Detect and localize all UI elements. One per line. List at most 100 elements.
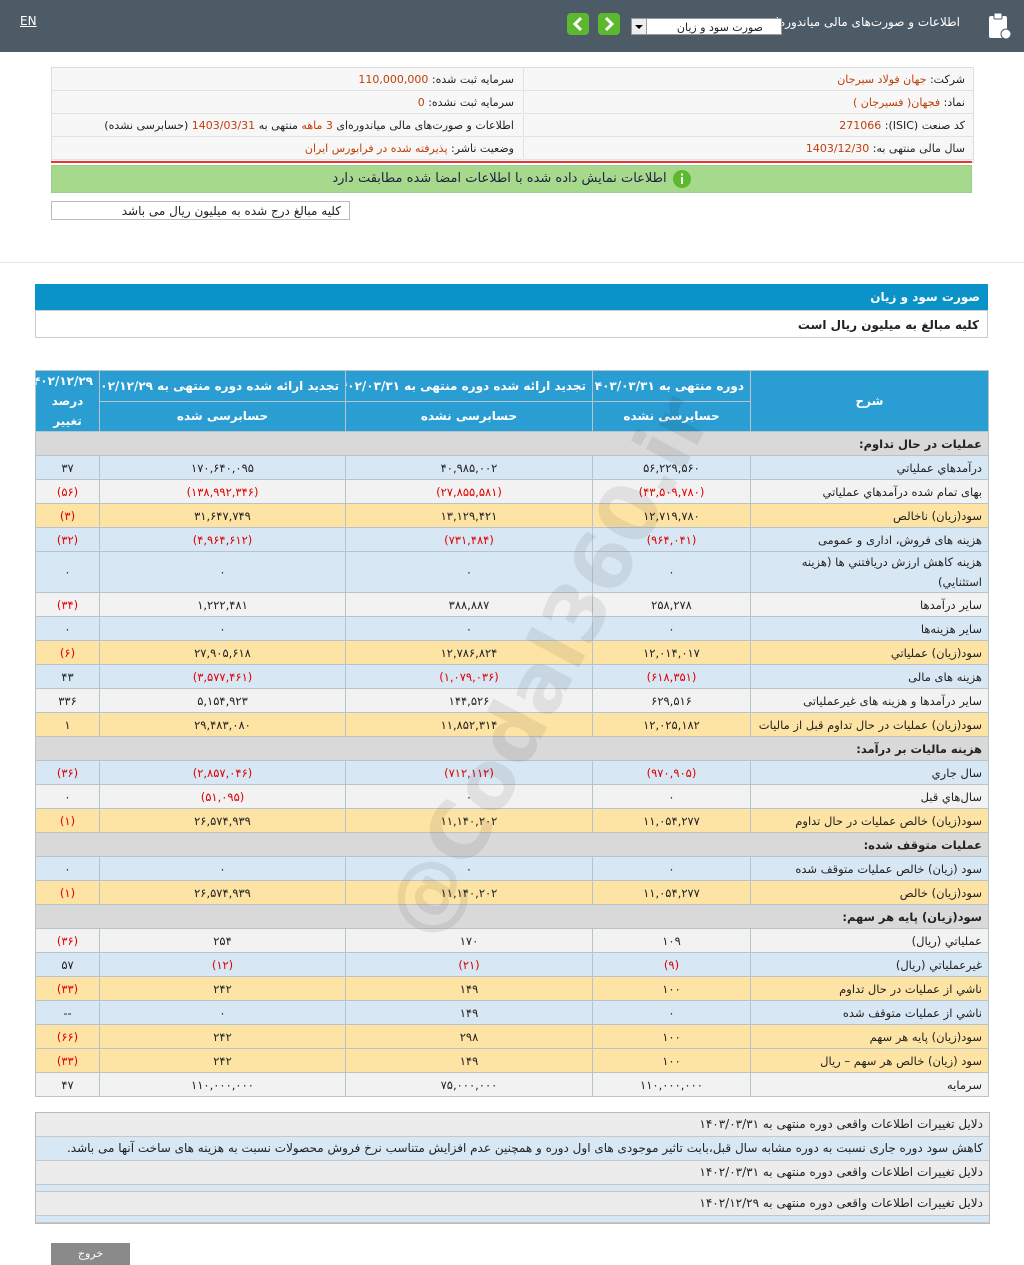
info-value: پذیرفته شده در فرابورس ایران xyxy=(304,142,448,155)
row-label: ناشي از عمليات در حال تداوم xyxy=(750,976,989,1001)
audit-status: حسابرسی نشده xyxy=(592,400,751,432)
cell-value: ۱۴۹ xyxy=(345,1048,593,1073)
cell-value: ۱۷۰,۶۴۰,۰۹۵ xyxy=(99,455,346,480)
cell-value: ۱۰۰ xyxy=(592,1024,751,1049)
cell-value: ۱۲,۰۱۴,۰۱۷ xyxy=(592,640,751,665)
divider xyxy=(51,161,972,163)
column-header: شرح xyxy=(750,370,989,432)
cell-value: ۲۹۸ xyxy=(345,1024,593,1049)
dropdown-arrow[interactable] xyxy=(632,19,647,34)
row-label: هزینه های فروش، اداری و عمومی xyxy=(750,527,989,552)
cell-value: ۱۱۰,۰۰۰,۰۰۰ xyxy=(99,1072,346,1097)
prev-button[interactable] xyxy=(567,13,589,35)
info-value: 0 xyxy=(417,96,425,109)
cell-value: (۵۶) xyxy=(35,479,100,504)
cell-value: ۱۲,۷۱۹,۷۸۰ xyxy=(592,503,751,528)
table-row: غيرعملياتي (ريال) (۹) (۲۱) (۱۲) ۵۷ xyxy=(35,952,989,977)
row-label: درآمدهاي عملياتي xyxy=(750,455,989,480)
cell-value: ۰ xyxy=(35,784,100,809)
column-header: تجدید ارائه شده دوره منتهی به ۱۴۰۲/۰۳/۳۱ xyxy=(345,370,593,402)
cell-value: -- xyxy=(35,1000,100,1025)
table-row: عملیات در حال تداوم: xyxy=(35,431,989,456)
cell-value: (۳۳) xyxy=(35,976,100,1001)
notice-text: اطلاعات نمایش داده شده با اطلاعات امضا ش… xyxy=(332,171,667,186)
cell-value: ۱۱,۰۵۴,۲۷۷ xyxy=(592,880,751,905)
table-row: بهاى تمام شده درآمدهاي عملياتي (۴۳,۵۰۹,۷۸… xyxy=(35,479,989,504)
table-row: سود (زيان) خالص عمليات متوقف شده ۰ ۰ ۰ ۰ xyxy=(35,856,989,881)
table-header: شرح دوره منتهی به ۱۴۰۳/۰۳/۳۱ تجدید ارائه ش… xyxy=(35,370,989,432)
row-label: هزینه کاهش ارزش دريافتني ها (هزينه استثن… xyxy=(750,551,989,593)
cell-value: (۹) xyxy=(592,952,751,977)
cell-value: (۷۱۲,۱۱۲) xyxy=(345,760,593,785)
note-title: دلایل تغییرات اطلاعات واقعی دوره منتهی ب… xyxy=(36,1161,989,1185)
cell-value: ۵,۱۵۴,۹۲۳ xyxy=(99,688,346,713)
cell-value: ۴۷ xyxy=(35,1072,100,1097)
cell-value: (۱) xyxy=(35,880,100,905)
info-icon xyxy=(672,169,691,188)
cell-value: (۶) xyxy=(35,640,100,665)
info-row: سرمایه ثبت شده: 110,000,000 xyxy=(52,68,522,91)
cell-value: (۴۳,۵۰۹,۷۸۰) xyxy=(592,479,751,504)
cell-value: ۵۶,۲۲۹,۵۶۰ xyxy=(592,455,751,480)
row-label: غيرعملياتي (ريال) xyxy=(750,952,989,977)
cell-value: ۰ xyxy=(35,551,100,593)
cell-value: ۳۸۸,۸۸۷ xyxy=(345,592,593,617)
table-row: سود(زيان) پايه هر سهم ۱۰۰ ۲۹۸ ۲۴۲ (۶۶) xyxy=(35,1024,989,1049)
table-row: سود(زيان) خالص ۱۱,۰۵۴,۲۷۷ ۱۱,۱۴۰,۲۰۲ ۲۶,۵۷۴… xyxy=(35,880,989,905)
cell-value: ۱۱,۱۴۰,۲۰۲ xyxy=(345,880,593,905)
row-label: سود(زيان) عمليات در حال تداوم قبل از مال… xyxy=(750,712,989,737)
info-label: سرمایه ثبت نشده: xyxy=(428,96,514,109)
cell-value: ۰ xyxy=(35,856,100,881)
exit-button[interactable]: خروج xyxy=(51,1243,130,1265)
cell-value: ۰ xyxy=(345,551,593,593)
statement-subtitle: کلیه مبالغ به میلیون ریال است xyxy=(35,310,988,338)
note-title: دلایل تغییرات اطلاعات واقعی دوره منتهی ب… xyxy=(36,1113,989,1137)
info-row: اطلاعات و صورت‌های مالی میاندوره‌ای 3 ما… xyxy=(52,114,522,137)
info-label: کد صنعت (ISIC): xyxy=(884,119,965,132)
cell-value: ۵۷ xyxy=(35,952,100,977)
info-row: شرکت: جهان فولاد سیرجان xyxy=(523,68,973,91)
cell-value: ۲۶,۵۷۴,۹۳۹ xyxy=(99,880,346,905)
info-date: 1403/03/31 xyxy=(191,119,256,132)
table-row: سود(زيان) ناخالص ۱۲,۷۱۹,۷۸۰ ۱۳,۱۲۹,۴۲۱ ۳۱,۶… xyxy=(35,503,989,528)
statement-dropdown[interactable]: صورت سود و زیان xyxy=(631,18,782,35)
audit-status: حسابرسی نشده xyxy=(345,400,593,432)
table-row: ناشي از عمليات در حال تداوم ۱۰۰ ۱۴۹ ۲۴۲ (۳۳) xyxy=(35,976,989,1001)
cell-value: ۳۷ xyxy=(35,455,100,480)
info-label: سال مالی منتهی به: xyxy=(872,142,965,155)
row-label: بهاى تمام شده درآمدهاي عملياتي xyxy=(750,479,989,504)
table-row: سرمایه ۱۱۰,۰۰۰,۰۰۰ ۷۵,۰۰۰,۰۰۰ ۱۱۰,۰۰۰,۰۰۰ ۴۷ xyxy=(35,1072,989,1097)
next-button[interactable] xyxy=(598,13,620,35)
cell-value: ۲۶,۵۷۴,۹۳۹ xyxy=(99,808,346,833)
cell-value: ۱۴۹ xyxy=(345,976,593,1001)
cell-value: ۱۱,۸۵۲,۳۱۴ xyxy=(345,712,593,737)
note-body xyxy=(36,1185,989,1192)
table-row: سود(زيان) خالص عمليات در حال تداوم ۱۱,۰۵۴… xyxy=(35,808,989,833)
info-row: سال مالی منتهی به: 1403/12/30 xyxy=(523,137,973,160)
cell-value: ۰ xyxy=(345,856,593,881)
table-row: هزینه های فروش، اداری و عمومی (۹۶۴,۰۴۱) (۷… xyxy=(35,527,989,552)
cell-value: ۱۲,۰۲۵,۱۸۲ xyxy=(592,712,751,737)
row-label: سود (زيان) خالص هر سهم – ريال xyxy=(750,1048,989,1073)
subheader-row: حسابرسی نشده حسابرسی نشده حسابرسی شده xyxy=(36,400,989,432)
cell-value: ۲۵۴ xyxy=(99,928,346,953)
cell-value: (۲,۸۵۷,۰۴۶) xyxy=(99,760,346,785)
verification-notice: اطلاعات نمایش داده شده با اطلاعات امضا ش… xyxy=(51,165,972,193)
cell-value: (۱۳۸,۹۹۲,۳۴۶) xyxy=(99,479,346,504)
cell-value: (۳۶) xyxy=(35,928,100,953)
cell-value: ۱۱۰,۰۰۰,۰۰۰ xyxy=(592,1072,751,1097)
table-row: سود (زيان) خالص هر سهم – ريال ۱۰۰ ۱۴۹ ۲۴۲ (۳… xyxy=(35,1048,989,1073)
income-statement-table: شرح دوره منتهی به ۱۴۰۳/۰۳/۳۱ تجدید ارائه ش… xyxy=(35,370,989,1097)
row-label: سال جاري xyxy=(750,760,989,785)
row-label: سود(زيان) عملياتي xyxy=(750,640,989,665)
row-label: سال‌هاي قبل xyxy=(750,784,989,809)
table-row: عملیات متوقف شده: xyxy=(35,832,989,857)
table-body: عملیات در حال تداوم: درآمدهاي عملياتي ۵۶,۲… xyxy=(35,431,989,1097)
info-row: سرمایه ثبت نشده: 0 xyxy=(52,91,522,114)
table-row: سایر هزينه‌ها ۰ ۰ ۰ ۰ xyxy=(35,616,989,641)
cell-value: (۲۱) xyxy=(345,952,593,977)
cell-value: (۶۱۸,۳۵۱) xyxy=(592,664,751,689)
language-link[interactable]: EN xyxy=(20,14,37,28)
note-title: دلایل تغییرات اطلاعات واقعی دوره منتهی ب… xyxy=(36,1192,989,1216)
